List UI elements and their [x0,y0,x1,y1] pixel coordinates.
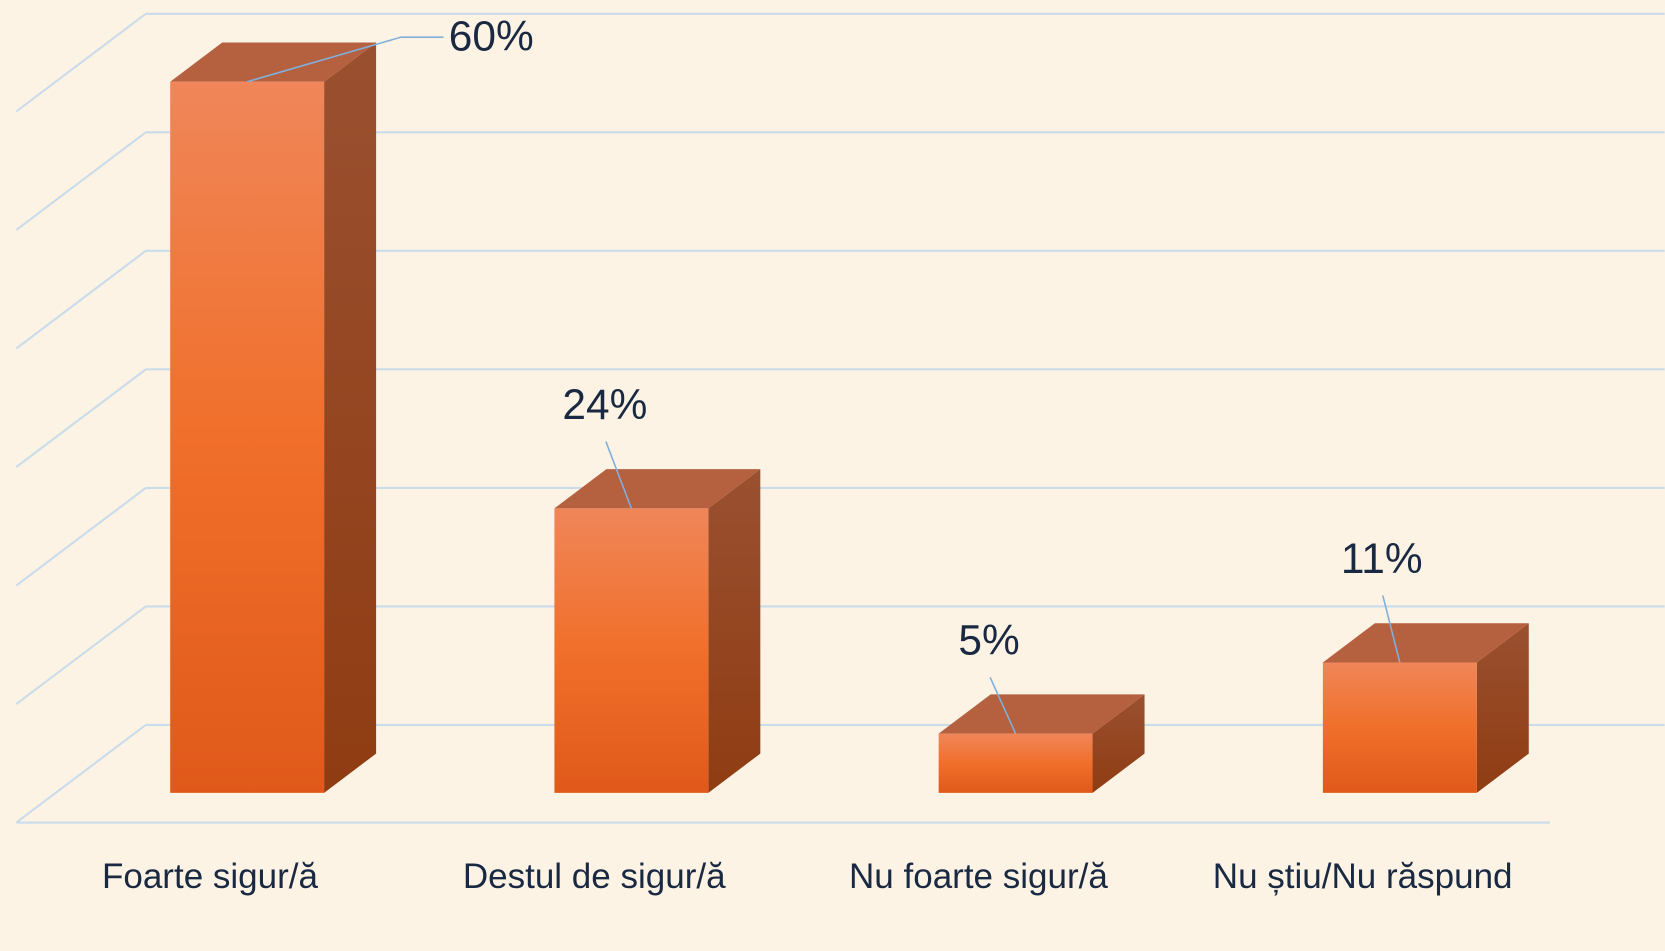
x-tick-label: Destul de sigur/ă [463,857,726,896]
x-tick-label: Nu știu/Nu răspund [1213,857,1513,896]
data-label: 11% [1341,535,1423,582]
bar-side [1476,623,1529,793]
data-label: 24% [562,381,647,428]
bar-front [938,733,1093,793]
x-tick-label: Nu foarte sigur/ă [849,857,1108,896]
data-label: 60% [449,12,534,59]
bar-front [1322,662,1477,793]
side-grid-line [15,605,147,705]
side-grid-line [15,724,147,824]
bar [938,694,1145,793]
side-grid-line [15,131,147,231]
bar-top [1322,623,1529,663]
side-grid-line [15,368,147,468]
data-label: 5% [958,617,1019,664]
bar-front [554,508,709,793]
bar [554,469,761,793]
bar-top [938,694,1145,734]
bar [170,42,377,793]
leader-line [246,36,444,83]
bar-side [324,42,377,793]
x-tick-label: Foarte sigur/ă [102,857,319,896]
bar-side [1092,694,1145,793]
leader-line [605,441,633,509]
leader-line [989,677,1017,734]
side-grid-line [15,12,147,113]
bar-top [554,469,761,509]
bar [1322,623,1529,793]
bar-side [708,469,761,793]
side-grid-line [15,249,147,350]
bar-front [170,81,325,793]
side-grid-line [15,487,147,587]
leader-line [1382,595,1401,663]
bar-top [170,42,377,82]
